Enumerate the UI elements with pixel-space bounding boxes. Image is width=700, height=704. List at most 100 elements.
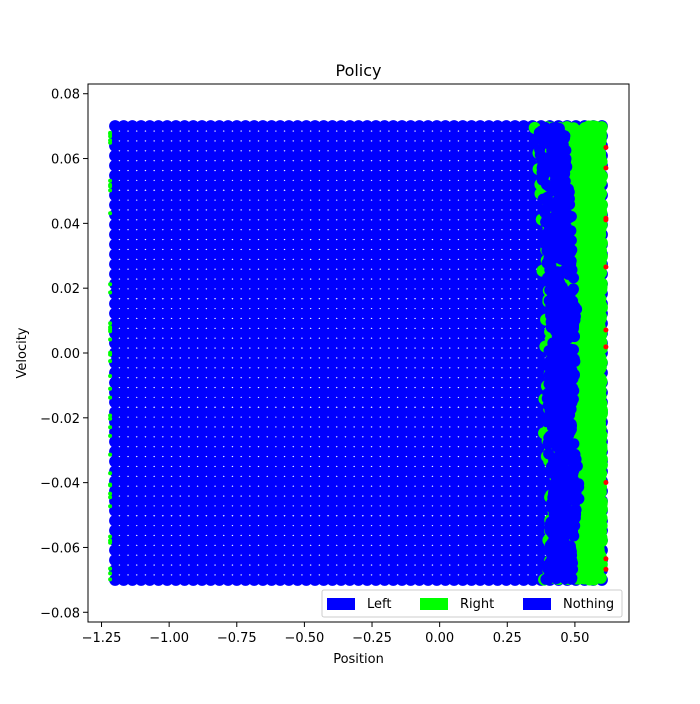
- point-left: [387, 376, 400, 389]
- point-left: [413, 337, 426, 350]
- point-left: [361, 179, 374, 192]
- point-left: [309, 564, 321, 576]
- point-left: [361, 337, 374, 350]
- point-left: [343, 258, 356, 271]
- point-left: [204, 327, 217, 340]
- point-left: [117, 455, 130, 468]
- point-left: [396, 268, 408, 281]
- point-left: [343, 130, 356, 142]
- point-left: [343, 564, 356, 576]
- point-left: [300, 425, 313, 438]
- point-left: [369, 465, 382, 478]
- point-left: [404, 199, 417, 211]
- point-left: [135, 130, 148, 142]
- point-left: [248, 337, 261, 350]
- point-left: [396, 228, 408, 241]
- point-left: [387, 317, 400, 330]
- point-left: [239, 475, 252, 488]
- point-left: [404, 248, 417, 261]
- point-left: [248, 425, 261, 438]
- point-left: [335, 347, 348, 359]
- point-left: [109, 406, 122, 419]
- point-left: [109, 416, 122, 428]
- point-left: [135, 307, 148, 320]
- point-left: [109, 317, 122, 330]
- point-left: [117, 208, 130, 221]
- point-left: [152, 376, 165, 389]
- point-left: [361, 248, 374, 261]
- point-left: [135, 445, 148, 458]
- point-left: [126, 386, 139, 399]
- point-left: [196, 120, 208, 133]
- point-left: [387, 386, 400, 399]
- point-left: [413, 514, 426, 527]
- point-left: [169, 406, 182, 419]
- point-left: [352, 169, 365, 182]
- point-left: [135, 376, 148, 389]
- point-left: [239, 504, 252, 517]
- point-left: [317, 278, 330, 290]
- point-left: [239, 495, 252, 507]
- point-left: [169, 199, 182, 211]
- point-left: [152, 524, 165, 537]
- point-left: [265, 228, 278, 241]
- point-left: [256, 307, 269, 320]
- point-left: [361, 475, 374, 488]
- point-left: [300, 544, 313, 557]
- point-left: [396, 208, 408, 221]
- point-left: [282, 268, 295, 281]
- point-left: [369, 228, 382, 241]
- point-left: [143, 435, 156, 448]
- point-left: [343, 435, 356, 448]
- point-left: [135, 386, 148, 399]
- point-left: [187, 268, 200, 281]
- point-left: [413, 228, 426, 241]
- point-left: [187, 573, 200, 586]
- point-left: [378, 169, 391, 182]
- point-left: [135, 208, 148, 221]
- point-left: [326, 534, 339, 547]
- point-left: [369, 485, 382, 498]
- point-left: [361, 406, 374, 419]
- point-left: [413, 208, 426, 221]
- point-left: [169, 465, 182, 478]
- point-left: [291, 337, 304, 350]
- point-left: [343, 218, 356, 231]
- point-left: [230, 475, 243, 488]
- point-left: [378, 297, 391, 310]
- point-left: [161, 573, 174, 586]
- point-left: [396, 406, 408, 419]
- point-left: [178, 485, 191, 498]
- point-left: [178, 248, 191, 261]
- point-left: [230, 465, 243, 478]
- point-left: [178, 376, 191, 389]
- point-left: [230, 485, 243, 498]
- point-left: [335, 337, 348, 350]
- point-left: [291, 396, 304, 409]
- point-left: [178, 573, 191, 586]
- point-left: [169, 573, 182, 586]
- point-left: [282, 149, 295, 162]
- point-left: [187, 159, 200, 172]
- point-left: [282, 564, 295, 576]
- point-left: [143, 120, 156, 133]
- point-left: [248, 396, 261, 409]
- point-left: [326, 485, 339, 498]
- point-left: [248, 268, 261, 281]
- point-left: [404, 149, 417, 162]
- point-left: [230, 297, 243, 310]
- point-left: [187, 337, 200, 350]
- point-left: [274, 366, 287, 379]
- point-left: [369, 573, 382, 586]
- point-left: [248, 199, 261, 211]
- point-left: [369, 435, 382, 448]
- point-left: [274, 248, 287, 261]
- point-left: [135, 564, 148, 576]
- point-left: [343, 485, 356, 498]
- point-left: [239, 524, 252, 537]
- point-left: [369, 278, 382, 290]
- point-left: [282, 534, 295, 547]
- point-left: [256, 416, 269, 428]
- point-left: [187, 218, 200, 231]
